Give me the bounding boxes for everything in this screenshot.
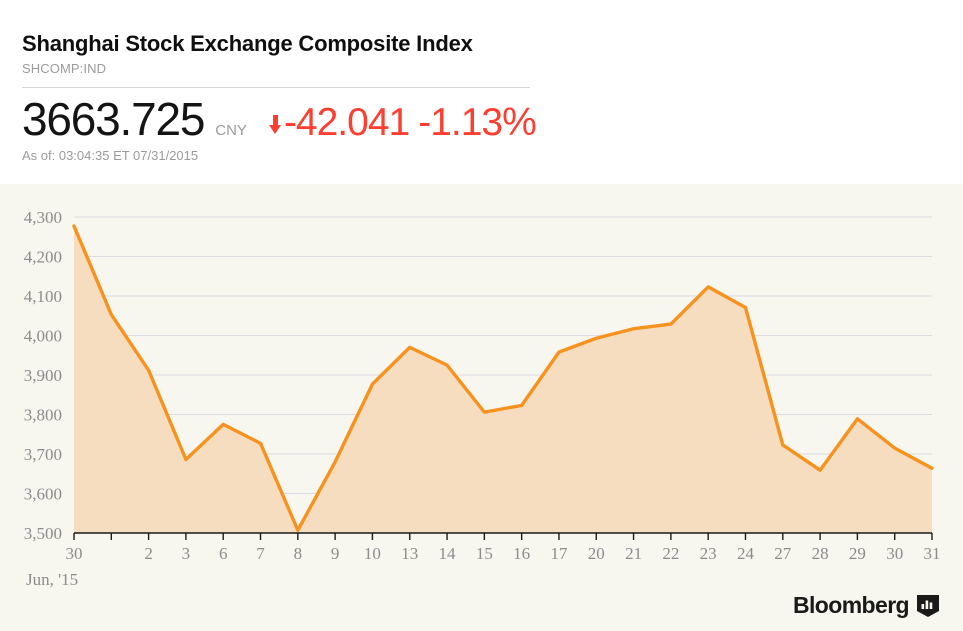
ticker-symbol: SHCOMP:IND [22,61,107,76]
y-axis-tick-label: 4,200 [24,248,62,267]
x-axis-ticks [73,533,933,540]
x-axis-tick-label: 20 [588,544,605,563]
y-axis-tick-label: 3,500 [24,524,62,543]
header-divider [22,87,530,88]
x-axis-tick-label: 9 [331,544,340,563]
x-axis-tick-label: 31 [924,544,941,563]
x-axis-tick-label: 14 [439,544,457,563]
x-axis-tick-label: 7 [256,544,265,563]
x-axis-tick-labels: 30 2 3 6 7 8 9 10 13 14 15 16 17 20 21 22 23 24 27 28 29 30 31 [66,544,941,563]
x-axis-tick-label: 24 [737,544,755,563]
x-axis-tick-label: 23 [700,544,717,563]
y-axis-tick-label: 3,800 [24,406,62,425]
y-axis-tick-labels: 3,500 3,600 3,700 3,800 3,900 4,000 4,100 4,200… [24,208,62,543]
x-axis-tick-label: 21 [625,544,642,563]
x-axis-tick-label: 16 [513,544,530,563]
y-axis-tick-label: 4,100 [24,287,62,306]
as-of-timestamp: As of: 03:04:35 ET 07/31/2015 [22,148,199,163]
last-price: 3663.725 [22,93,205,145]
x-axis-tick-label: 17 [550,544,568,563]
x-axis-tick-label: 22 [662,544,679,563]
x-axis-tick-label: 13 [401,544,418,563]
x-axis-tick-label: 27 [774,544,792,563]
x-axis-tick-label: 6 [219,544,228,563]
x-axis-tick-label: 8 [294,544,303,563]
quote-header: Shanghai Stock Exchange Composite Index … [0,0,963,184]
x-axis-tick-label: 30 [66,544,83,563]
price-area-chart[interactable]: 3,500 3,600 3,700 3,800 3,900 4,000 4,100 4,200… [0,184,963,631]
bar-chart-badge-icon [917,594,939,617]
x-axis-tick-label: 30 [886,544,903,563]
x-axis-tick-label: 3 [182,544,191,563]
y-axis-tick-label: 3,700 [24,445,62,464]
bloomberg-logo: Bloomberg [793,592,939,619]
price-line [72,224,934,532]
x-axis-tick-label: 10 [364,544,381,563]
y-axis-tick-label: 3,600 [24,485,62,504]
x-axis-tick-label: 2 [144,544,153,563]
price-change-absolute: -42.041 [283,101,410,144]
price-change-percent: -1.13% [418,101,537,144]
x-axis-tick-label: 29 [849,544,866,563]
price-change-group: -42.041 -1.13% [268,100,537,146]
y-axis-tick-label: 4,000 [24,327,62,346]
quote-summary-row: 3663.725 CNY -42.041 -1.13% [22,92,537,146]
x-axis-tick-label: 28 [812,544,829,563]
y-axis-tick-label: 4,300 [24,208,62,227]
currency-label: CNY [215,122,247,139]
y-axis-tick-label: 3,900 [24,366,62,385]
price-area-fill [74,226,932,533]
arrow-down-icon [268,112,283,138]
x-axis-tick-label: 15 [476,544,493,563]
price-chart-panel[interactable]: 3,500 3,600 3,700 3,800 3,900 4,000 4,100 4,200… [0,184,963,631]
bloomberg-wordmark: Bloomberg [793,592,910,618]
x-axis-period-label: Jun, '15 [26,570,78,589]
page-title: Shanghai Stock Exchange Composite Index [22,31,473,56]
